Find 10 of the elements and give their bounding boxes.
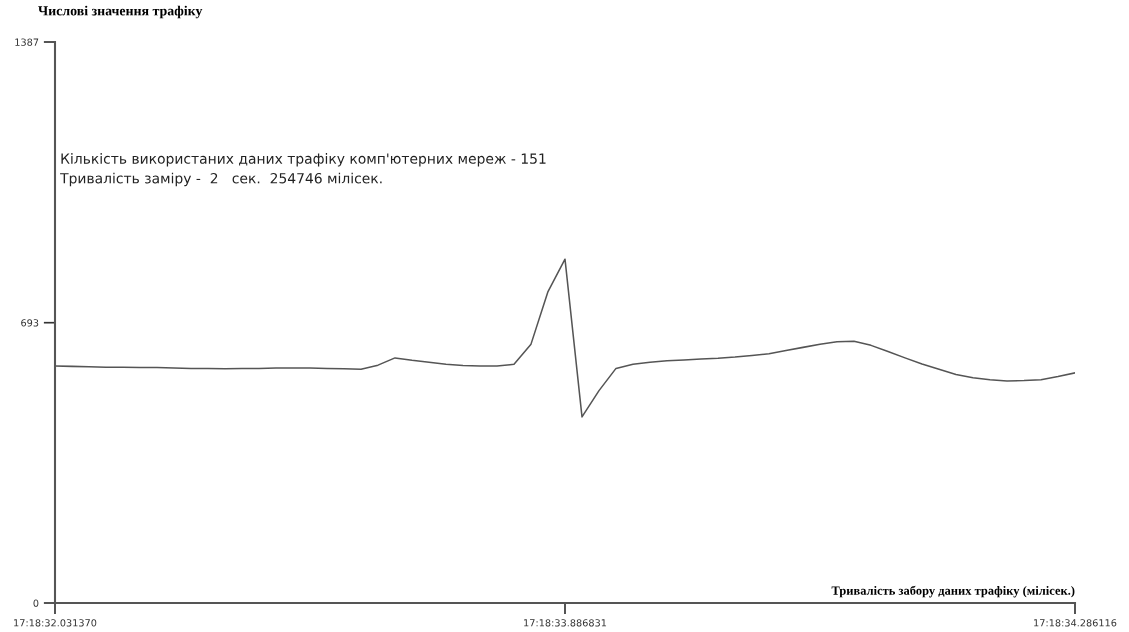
x-tick-label: 17:18:33.886831	[524, 619, 607, 627]
y-tick-label: 693	[21, 319, 39, 327]
annotation: Тривалість заміру - 2 сек. 254746 мілісек.	[60, 172, 382, 187]
y-tick-label: 0	[33, 599, 39, 607]
x-tick-label: 17:18:32.031370	[14, 619, 97, 627]
annotation: Кількість використаних даних трафіку комп'ютерних мереж - 151	[61, 153, 546, 167]
chart-title: Числові значення трафіку	[38, 5, 203, 19]
y-tick-label: 1387	[15, 38, 39, 46]
x-axis-title: Тривалість забору даних трафіку (мілісек.)	[831, 585, 1075, 598]
x-tick-label: 17:18:34.286116	[1034, 619, 1117, 627]
